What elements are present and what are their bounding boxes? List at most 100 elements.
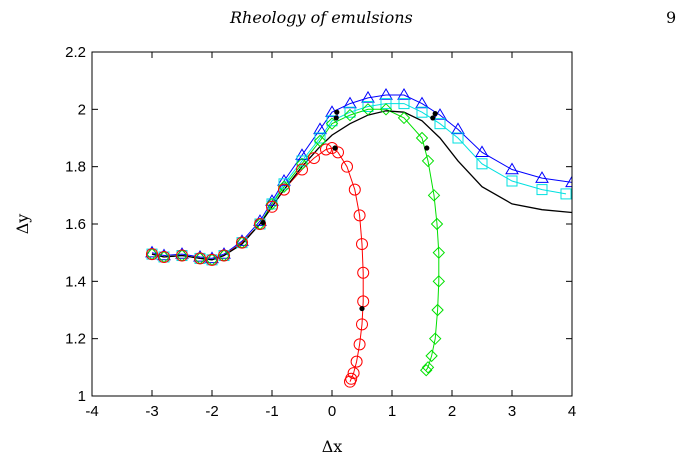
series-line-circle [151, 147, 364, 382]
diamond-marker [425, 349, 438, 363]
square-marker [278, 178, 290, 190]
highlight-dot [430, 115, 436, 121]
square-marker [536, 184, 548, 196]
diamond-marker [325, 117, 339, 130]
circle-marker [266, 200, 278, 213]
page-header: Rheology of emulsions 9 [0, 6, 690, 28]
circle-marker [356, 238, 368, 251]
running-title: Rheology of emulsions [230, 8, 413, 27]
diamond-marker [397, 111, 411, 125]
circle-marker [320, 143, 332, 156]
diamond-marker [432, 275, 446, 288]
diamond-marker [432, 246, 446, 259]
circle-marker [278, 183, 290, 196]
triangle-marker [379, 88, 393, 100]
circle-marker [332, 146, 344, 159]
triangle-marker [265, 194, 279, 206]
x-tick-label: -4 [85, 403, 98, 420]
diamond-marker [421, 154, 435, 168]
series-line-square [151, 103, 567, 261]
x-tick-label: 0 [328, 403, 336, 420]
square-marker [344, 106, 356, 118]
diamond-marker [361, 103, 375, 116]
diamond-marker [343, 108, 357, 122]
diamond-marker [419, 363, 433, 377]
diamond-marker [421, 361, 435, 374]
diamond-marker [431, 303, 444, 317]
triangle-marker [475, 145, 489, 158]
plot-frame [91, 51, 573, 397]
square-marker [326, 115, 338, 127]
x-tick-label: 1 [388, 403, 396, 420]
x-tick-label: -2 [205, 403, 218, 420]
marker-layer [145, 88, 572, 388]
circle-marker [218, 249, 230, 262]
diamond-marker [428, 332, 442, 345]
series-line-diamond [151, 108, 440, 371]
highlight-layer [260, 109, 438, 312]
circle-marker [176, 249, 188, 262]
circle-marker [206, 253, 218, 266]
triangle-marker [451, 122, 465, 135]
circle-marker [353, 209, 366, 222]
highlight-dot [424, 145, 430, 151]
square-marker [362, 100, 374, 112]
x-tick-label: -1 [265, 403, 278, 420]
y-axis-label: Δy [13, 214, 32, 235]
square-marker [314, 132, 326, 144]
y-tick-label: 2.2 [65, 44, 86, 61]
triangle-marker [535, 171, 549, 183]
circle-marker [236, 236, 248, 249]
square-marker [398, 98, 410, 110]
circle-marker [344, 375, 356, 388]
square-marker [416, 106, 428, 118]
highlight-dot [260, 219, 266, 226]
tick-layer: -4 -3 -2 -1 0 1 2 3 4 1 1.2 1.4 1.6 1.8 2 2.2 [65, 44, 576, 420]
circle-marker [357, 266, 370, 279]
triangle-marker [397, 88, 411, 100]
triangle-marker [565, 175, 572, 188]
series-line-black [151, 110, 572, 261]
circle-marker [353, 338, 366, 351]
circle-marker [158, 250, 170, 263]
triangle-marker [313, 122, 327, 135]
diamond-marker [379, 103, 393, 116]
highlight-dot [334, 109, 340, 115]
diamond-marker [415, 131, 429, 145]
triangle-marker [295, 148, 309, 160]
diamond-marker [430, 217, 444, 231]
circle-marker [341, 160, 353, 173]
y-tick-label: 1.6 [65, 216, 86, 233]
triangle-marker [415, 96, 429, 109]
page-number: 9 [666, 8, 677, 27]
circle-marker [356, 318, 368, 331]
circle-marker [296, 163, 308, 176]
diamond-marker [427, 189, 441, 202]
series-line-triangle [151, 94, 572, 259]
x-tick-label: -3 [145, 403, 158, 420]
circle-marker [194, 252, 206, 265]
diamond-marker [295, 157, 309, 171]
x-tick-label: 4 [568, 403, 576, 420]
highlight-dot [332, 145, 338, 151]
circle-marker [347, 367, 360, 380]
highlight-dot [432, 111, 438, 117]
triangle-marker [505, 162, 519, 175]
square-marker [434, 118, 446, 130]
circle-marker [350, 355, 363, 368]
square-marker [476, 158, 488, 170]
square-marker [296, 155, 308, 167]
triangle-marker [343, 96, 357, 109]
y-tick-label: 2 [78, 101, 86, 118]
triangle-marker [277, 174, 291, 186]
circle-marker [254, 218, 266, 230]
square-marker [380, 98, 392, 110]
highlight-dot [333, 115, 339, 121]
y-tick-label: 1.2 [65, 331, 86, 348]
y-tick-label: 1.8 [65, 159, 86, 176]
diamond-marker [313, 134, 327, 148]
square-marker [452, 132, 464, 144]
x-axis-label: Δx [322, 437, 343, 456]
x-tick-label: 3 [508, 403, 516, 420]
